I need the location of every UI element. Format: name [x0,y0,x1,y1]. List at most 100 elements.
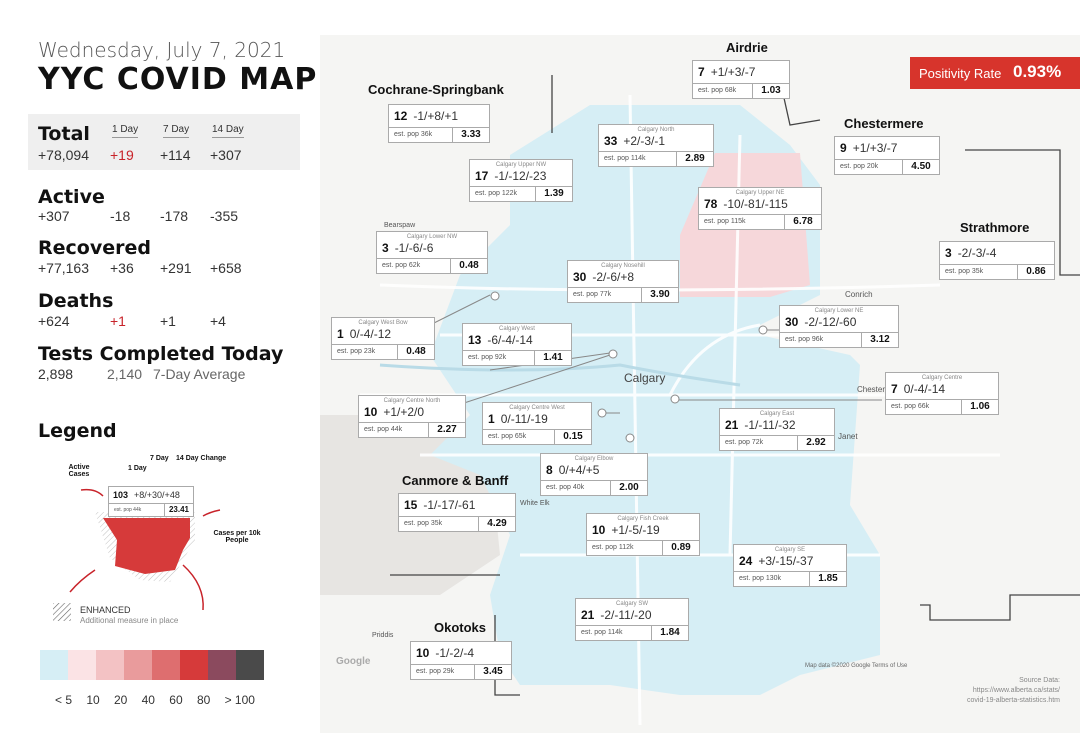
region-change: -1/-17/-61 [423,498,476,512]
region-box-se[interactable]: Calgary SE 24 +3/-15/-37 est. pop 130k 1… [733,544,847,587]
region-population: est. pop 44k [364,426,403,433]
scale-label: 80 [196,693,211,707]
legend-sample-cases: 103 [113,490,129,500]
region-active-cases: 1 [337,327,344,341]
deaths-1day: +1 [110,313,126,329]
scale-swatch [208,650,236,680]
region-label: Calgary Lower NE [814,308,864,314]
scale-label: < 5 [55,693,73,707]
map-label-priddis: Priddis [372,632,394,639]
recovered-7day: +291 [160,260,192,276]
region-population: est. pop 114k [604,155,646,162]
legend-14day: 14 Day Change [176,455,227,462]
region-name-cochrane: Cochrane-Springbank [368,82,504,97]
scale-swatch [152,650,180,680]
region-rate: 3.33 [452,128,489,142]
region-rate: 0.15 [554,430,591,444]
enhanced-desc: Additional measure in place [80,616,179,625]
region-rate: 0.48 [450,259,487,273]
region-population: est. pop 65k [488,433,527,440]
region-box-west[interactable]: Calgary West 13 -6/-4/-14 est. pop 92k 1… [462,323,572,366]
scale-label: 40 [141,693,155,707]
source-url-2: covid-19-alberta-statistics.htm [967,697,1060,704]
region-active-cases: 10 [592,523,606,537]
region-label: Calgary Nosehill [601,263,645,269]
region-rate: 1.39 [535,187,572,201]
region-population: est. pop 62k [382,262,421,269]
region-rate: 2.27 [428,423,465,437]
tests-avg-label: 7-Day Average [153,366,246,382]
region-active-cases: 10 [416,646,430,660]
region-change: 0/-4/-12 [349,327,392,341]
region-box-fishcreek[interactable]: Calgary Fish Creek 10 +1/-5/-19 est. pop… [586,513,700,556]
region-name-strathmore: Strathmore [960,220,1030,235]
region-box-uppernw[interactable]: Calgary Upper NW 17 -1/-12/-23 est. pop … [469,159,573,202]
region-box-okotoks[interactable]: 10 -1/-2/-4 est. pop 29k 3.45 [410,641,512,680]
map-attribution: Map data ©2020 Google Terms of Use [805,663,908,669]
region-box-upperne[interactable]: Calgary Upper NE 78 -10/-81/-115 est. po… [698,187,822,230]
region-active-cases: 3 [382,241,389,255]
deaths-7day: +1 [160,313,176,329]
region-population: est. pop 72k [725,439,764,446]
region-population: est. pop 66k [891,403,930,410]
region-box-airdrie[interactable]: 7 +1/+3/-7 est. pop 68k 1.03 [692,60,790,99]
scale-swatch [236,650,264,680]
region-rate: 0.86 [1017,265,1054,279]
scale-label: 10 [86,693,100,707]
region-box-chestermere[interactable]: 9 +1/+3/-7 est. pop 20k 4.50 [834,136,940,175]
region-box-sw[interactable]: Calgary SW 21 -2/-11/-20 est. pop 114k 1… [575,598,689,641]
recovered-1day: +36 [110,260,134,276]
region-active-cases: 78 [704,197,718,211]
region-active-cases: 30 [573,270,587,284]
region-active-cases: 30 [785,315,799,329]
region-active-cases: 17 [475,169,489,183]
region-change: -1/-12/-23 [494,169,547,183]
map-label-chestermere-town: Chestermere [857,385,904,394]
region-population: est. pop 40k [546,484,585,491]
region-label: Calgary SW [615,601,648,607]
region-label: Calgary Upper NE [735,190,785,196]
region-box-nosehill[interactable]: Calgary Nosehill 30 -2/-6/+8 est. pop 77… [567,260,679,303]
source-note: Source Data: https://www.alberta.ca/stat… [935,676,1060,706]
region-change: -2/-11/-20 [600,608,652,622]
region-population: est. pop 35k [404,520,443,527]
region-box-east[interactable]: Calgary East 21 -1/-11/-32 est. pop 72k … [719,408,835,451]
region-box-cochrane[interactable]: 12 -1/+8/+1 est. pop 36k 3.33 [388,104,490,143]
region-active-cases: 7 [698,65,705,79]
region-change: -6/-4/-14 [487,333,533,347]
region-population: est. pop 77k [573,291,612,298]
region-box-westbow[interactable]: Calgary West Bow 1 0/-4/-12 est. pop 23k… [331,317,435,360]
tests-value: 2,898 [38,366,74,382]
legend-title: Legend [38,420,117,442]
active-label: Active [38,186,105,208]
region-box-lowernw[interactable]: Calgary Lower NW 3 -1/-6/-6 est. pop 62k… [376,231,488,274]
region-change: -2/-6/+8 [592,270,635,284]
scale-swatch [40,650,68,680]
region-box-centrewest[interactable]: Calgary Centre West 1 0/-11/-19 est. pop… [482,402,592,445]
active-1day: -18 [110,208,131,224]
region-box-centre[interactable]: Calgary Centre 7 0/-4/-14 est. pop 66k 1… [885,372,999,415]
region-label: Calgary Centre North [383,398,441,404]
region-name-canmore: Canmore & Banff [402,473,509,488]
map-label-white-elk: White Elk [520,500,550,507]
enhanced-hatch-icon [53,603,71,621]
total-14day: +307 [210,147,242,163]
region-change: -1/-2/-4 [435,646,475,660]
region-box-elbow[interactable]: Calgary Elbow 8 0/+4/+5 est. pop 40k 2.0… [540,453,648,496]
enhanced-label: ENHANCED [80,605,131,615]
region-change: +1/+2/0 [383,405,425,419]
region-box-lowerne[interactable]: Calgary Lower NE 30 -2/-12/-60 est. pop … [779,305,899,348]
active-14day: -355 [210,208,239,224]
total-label: Total [38,123,90,145]
region-box-north[interactable]: Calgary North 33 +2/-3/-1 est. pop 114k … [598,124,714,167]
region-change: 0/+4/+5 [558,463,600,477]
region-box-centrenorth[interactable]: Calgary Centre North 10 +1/+2/0 est. pop… [358,395,466,438]
region-active-cases: 33 [604,134,618,148]
scale-swatch [68,650,96,680]
region-box-strathmore[interactable]: 3 -2/-3/-4 est. pop 35k 0.86 [939,241,1055,280]
source-url-1: https://www.alberta.ca/stats/ [972,687,1060,694]
date-label: Wednesday, July 7, 2021 [38,38,286,62]
region-box-canmore[interactable]: 15 -1/-17/-61 est. pop 35k 4.29 [398,493,516,532]
region-change: -2/-3/-4 [957,246,997,260]
region-population: est. pop 114k [581,629,623,636]
